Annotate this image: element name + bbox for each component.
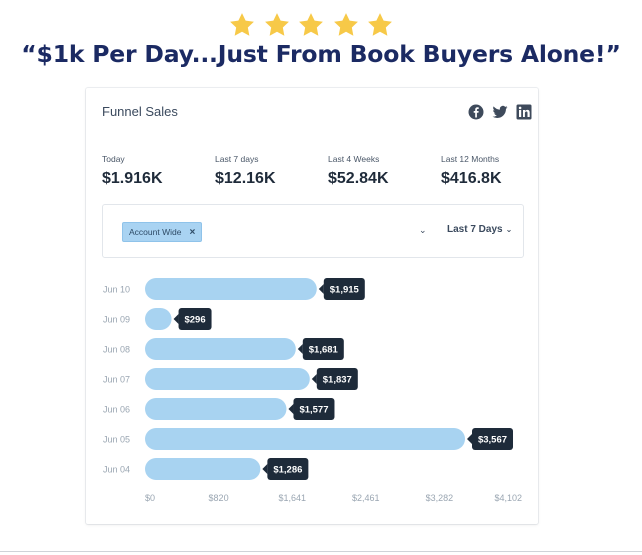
stat-last-7-days: Last 7 days $12.16K	[215, 154, 276, 188]
stat-label: Today	[102, 154, 125, 164]
star-icon	[332, 11, 360, 39]
stat-value: $1.916K	[102, 170, 163, 187]
chevron-down-icon: ⌄	[505, 225, 513, 234]
star-icon	[228, 11, 256, 39]
stat-today: Today $1.916K	[102, 154, 163, 188]
stat-last-12-months: Last 12 Months $416.8K	[441, 154, 502, 188]
stat-last-4-weeks: Last 4 Weeks $52.84K	[328, 154, 389, 188]
stat-value: $12.16K	[215, 170, 276, 187]
filter-bar: Account Wide × ⌄ Last 7 Days ⌄	[102, 204, 524, 258]
stat-value: $52.84K	[328, 170, 389, 187]
star-icon	[263, 11, 291, 39]
star-icon	[297, 11, 325, 39]
facebook-icon[interactable]	[468, 104, 484, 120]
chip-label: Account Wide	[129, 227, 182, 237]
funnel-sales-card: Funnel Sales Today $1.916K Last 7 days $…	[86, 88, 538, 524]
twitter-icon[interactable]	[492, 104, 508, 120]
linkedin-icon[interactable]	[516, 104, 532, 120]
account-filter-chip[interactable]: Account Wide ×	[122, 222, 203, 242]
card-title: Funnel Sales	[102, 104, 178, 119]
date-range-label: Last 7 Days	[447, 224, 503, 235]
stat-label: Last 4 Weeks	[328, 154, 380, 164]
close-icon[interactable]: ×	[189, 226, 196, 238]
social-share	[468, 104, 532, 120]
bottom-divider	[0, 551, 642, 552]
stat-value: $416.8K	[441, 170, 502, 187]
date-range-dropdown[interactable]: Last 7 Days ⌄	[447, 224, 512, 235]
rating-stars	[228, 11, 394, 39]
stat-label: Last 12 Months	[441, 154, 500, 164]
star-icon	[366, 11, 394, 39]
chevron-down-icon[interactable]: ⌄	[419, 225, 427, 235]
stat-label: Last 7 days	[215, 154, 259, 164]
headline: “$1k Per Day...Just From Book Buyers Alo…	[21, 40, 621, 68]
